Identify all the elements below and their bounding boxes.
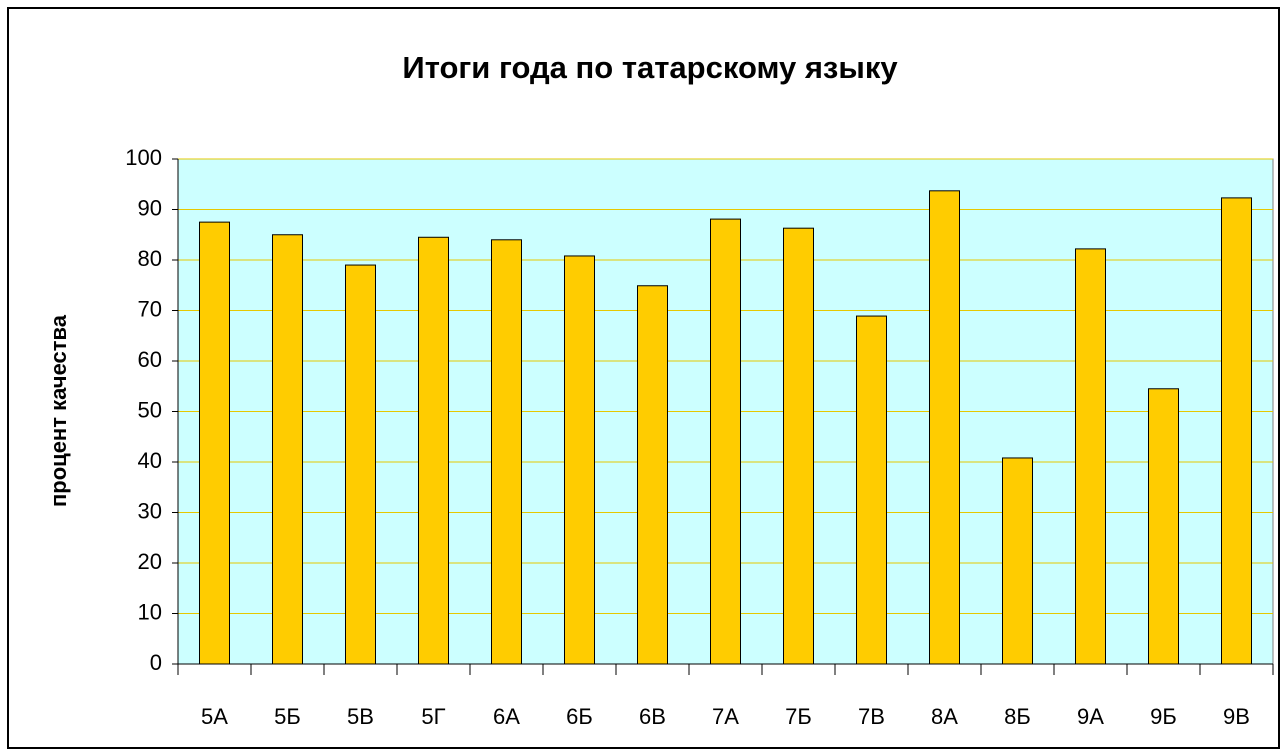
- x-tick-label: 6Б: [566, 704, 593, 729]
- x-tick-label: 8Б: [1004, 704, 1031, 729]
- bar: [199, 221, 230, 665]
- bar: [1002, 457, 1033, 665]
- x-tick-label: 7Б: [785, 704, 812, 729]
- y-tick-label: 20: [138, 549, 162, 574]
- y-tick-label: 90: [138, 195, 162, 220]
- bar: [1221, 197, 1252, 665]
- chart-title: Итоги года по татарскому языку: [402, 50, 898, 85]
- bar: [783, 227, 814, 665]
- bar: [345, 264, 376, 665]
- x-tick-label: 5Г: [421, 704, 445, 729]
- x-tick-label: 5В: [347, 704, 374, 729]
- x-tick-label: 5Б: [274, 704, 301, 729]
- x-tick-label: 9В: [1223, 704, 1250, 729]
- y-tick-label: 100: [125, 145, 162, 170]
- y-tick-label: 0: [150, 650, 162, 675]
- y-tick-label: 30: [138, 498, 162, 523]
- bar: [418, 236, 449, 665]
- y-tick-label: 50: [138, 397, 162, 422]
- x-tick-label: 6А: [493, 704, 520, 729]
- y-tick-label: 60: [138, 347, 162, 372]
- bar: [929, 190, 960, 665]
- y-tick-label: 10: [138, 599, 162, 624]
- bar: [491, 239, 522, 665]
- y-tick-label: 80: [138, 246, 162, 271]
- bar: [710, 218, 741, 665]
- x-tick-label: 6В: [639, 704, 666, 729]
- y-axis-label: процент качества: [46, 314, 71, 507]
- bar: [564, 255, 595, 665]
- x-tick-label: 7В: [858, 704, 885, 729]
- x-tick-label: 9А: [1077, 704, 1104, 729]
- bar: [272, 234, 303, 665]
- bar: [1148, 388, 1179, 665]
- bar: [856, 315, 887, 665]
- bar: [1075, 248, 1106, 665]
- x-tick-label: 5А: [201, 704, 228, 729]
- x-tick-label: 8А: [931, 704, 958, 729]
- y-tick-label: 70: [138, 296, 162, 321]
- y-tick-label: 40: [138, 448, 162, 473]
- x-tick-label: 7А: [712, 704, 739, 729]
- bar: [637, 285, 668, 665]
- x-tick-label: 9Б: [1150, 704, 1177, 729]
